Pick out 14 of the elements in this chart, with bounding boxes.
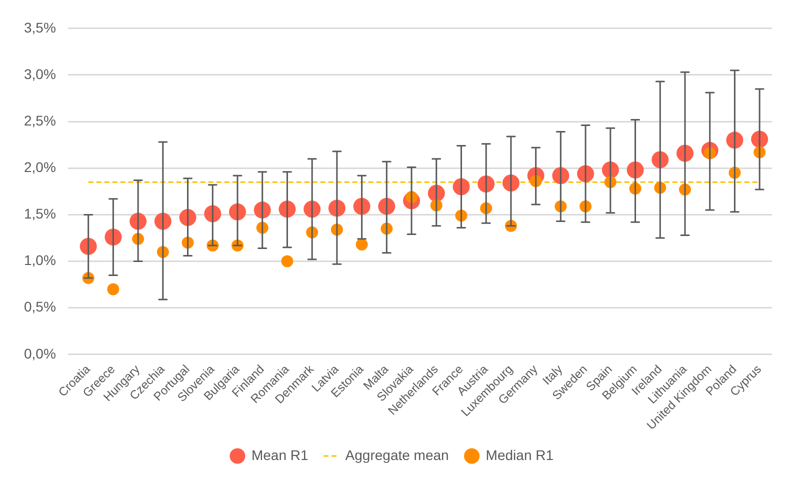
y-tick-label: 0,5% [24, 298, 56, 315]
y-tick-label: 2,0% [24, 158, 56, 175]
y-tick-label: 1,5% [24, 206, 56, 222]
y-tick-label: 2,5% [24, 112, 56, 128]
y-tick-label: 3,0% [24, 66, 56, 82]
y-tick-label: 3,5% [24, 19, 56, 36]
point [107, 283, 120, 296]
legend-label: Aggregate mean [345, 446, 449, 463]
y-tick-label: 1,0% [24, 252, 56, 268]
point [356, 238, 368, 251]
legend-label: Mean R1 [251, 446, 309, 463]
point [281, 255, 294, 268]
y-tick-label: 0,0% [24, 345, 56, 362]
legend-label: Median R1 [486, 446, 554, 463]
